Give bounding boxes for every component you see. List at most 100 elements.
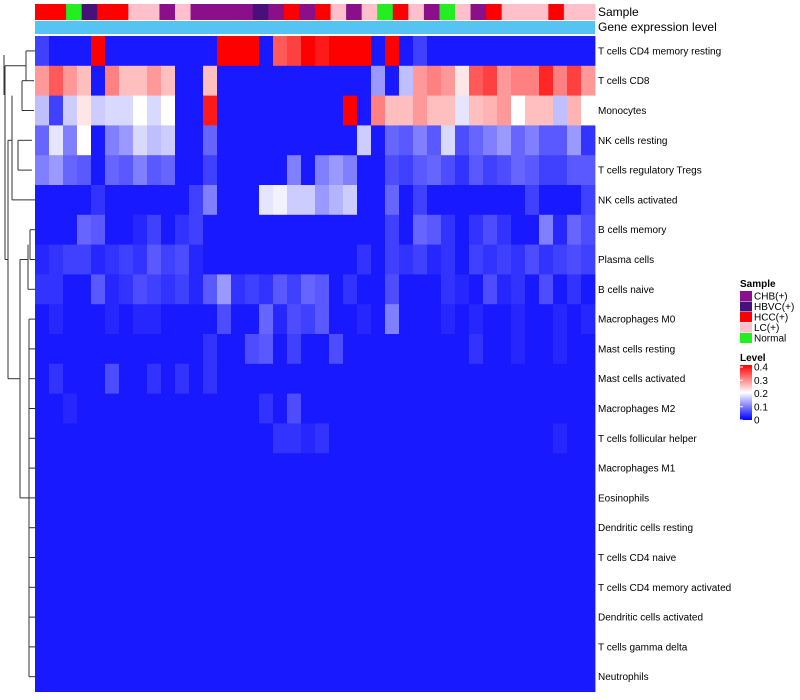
heatmap-cell	[483, 274, 498, 305]
heatmap-cell	[371, 334, 386, 365]
heatmap-cell	[231, 214, 246, 245]
heatmap-cell	[371, 274, 386, 305]
row-label: Macrophages M2	[598, 404, 676, 415]
heatmap-cell	[315, 632, 330, 663]
heatmap-cell	[133, 602, 148, 633]
heatmap-cell	[413, 512, 428, 543]
heatmap-cell	[189, 483, 204, 514]
heatmap-cell	[217, 483, 232, 514]
heatmap-cell	[525, 274, 540, 305]
gene-expression-annotation-bar	[35, 21, 595, 34]
heatmap-cell	[525, 185, 540, 216]
heatmap-cell	[175, 483, 190, 514]
heatmap-cell	[581, 244, 596, 275]
heatmap-cell	[399, 185, 414, 216]
heatmap-cell	[273, 423, 288, 454]
heatmap-cell	[567, 214, 582, 245]
heatmap-cell	[35, 334, 50, 365]
heatmap-cell	[371, 214, 386, 245]
heatmap-cell	[175, 393, 190, 424]
heatmap-cell	[483, 36, 498, 67]
heatmap-cell	[259, 185, 274, 216]
heatmap-cell	[245, 542, 260, 573]
heatmap-cell	[441, 334, 456, 365]
heatmap-cell	[455, 542, 470, 573]
heatmap-cell	[147, 512, 162, 543]
heatmap-cell	[77, 95, 92, 126]
heatmap-cell	[539, 572, 554, 603]
heatmap-cell	[175, 453, 190, 484]
heatmap-cell	[105, 95, 120, 126]
heatmap-cell	[273, 125, 288, 156]
heatmap-cell	[399, 572, 414, 603]
heatmap-cell	[483, 512, 498, 543]
sample-annotation-cell	[143, 4, 160, 20]
heatmap-cell	[469, 661, 484, 692]
heatmap-cell	[525, 304, 540, 335]
heatmap-cell	[567, 304, 582, 335]
heatmap-cell	[119, 572, 134, 603]
heatmap-cell	[119, 95, 134, 126]
heatmap-cell	[511, 632, 526, 663]
heatmap-cell	[63, 274, 78, 305]
heatmap-cell	[49, 274, 64, 305]
heatmap-cell	[553, 185, 568, 216]
heatmap-cell	[105, 423, 120, 454]
heatmap-cell	[315, 304, 330, 335]
heatmap-cell	[175, 542, 190, 573]
heatmap-cell	[511, 155, 526, 186]
heatmap-cell	[217, 393, 232, 424]
heatmap-cell	[497, 155, 512, 186]
heatmap-cell	[133, 334, 148, 365]
heatmap-cell	[91, 542, 106, 573]
heatmap-cell	[399, 36, 414, 67]
heatmap-cell	[119, 304, 134, 335]
heatmap-cell	[483, 483, 498, 514]
heatmap-cell	[245, 65, 260, 96]
heatmap-cell	[343, 244, 358, 275]
heatmap-cell	[133, 572, 148, 603]
heatmap-cell	[483, 393, 498, 424]
heatmap-cell	[259, 334, 274, 365]
heatmap-cell	[567, 125, 582, 156]
heatmap-cell	[539, 155, 554, 186]
heatmap-cell	[343, 334, 358, 365]
heatmap-cell	[147, 274, 162, 305]
heatmap-cell	[329, 661, 344, 692]
heatmap-cell	[189, 334, 204, 365]
heatmap-cell	[427, 542, 442, 573]
heatmap-cell	[413, 632, 428, 663]
heatmap-cell	[287, 661, 302, 692]
heatmap-cell	[511, 453, 526, 484]
heatmap-cell	[63, 661, 78, 692]
heatmap-cell	[385, 632, 400, 663]
heatmap-cell	[91, 155, 106, 186]
heatmap-cell	[441, 602, 456, 633]
heatmap-cell	[567, 512, 582, 543]
heatmap-cell	[245, 393, 260, 424]
heatmap-cell	[483, 661, 498, 692]
sample-annotation-cell	[35, 4, 52, 20]
heatmap-cell	[77, 125, 92, 156]
sample-annotation-cell	[563, 4, 580, 20]
heatmap-cell	[343, 572, 358, 603]
heatmap-cell	[511, 423, 526, 454]
row-label: T cells CD8	[598, 76, 650, 87]
heatmap-cell	[315, 602, 330, 633]
heatmap-cell	[469, 453, 484, 484]
heatmap-cell	[455, 125, 470, 156]
heatmap-cell	[287, 483, 302, 514]
sample-annotation-cell	[237, 4, 254, 20]
heatmap-cell	[483, 214, 498, 245]
heatmap-cell	[189, 512, 204, 543]
heatmap-cell	[469, 274, 484, 305]
heatmap-cell	[455, 393, 470, 424]
heatmap-cell	[581, 661, 596, 692]
heatmap-cell	[63, 95, 78, 126]
heatmap-cell	[357, 393, 372, 424]
heatmap-cell	[161, 125, 176, 156]
heatmap-cell	[567, 65, 582, 96]
heatmap-cell	[455, 602, 470, 633]
heatmap-cell	[77, 602, 92, 633]
heatmap-cell	[189, 65, 204, 96]
